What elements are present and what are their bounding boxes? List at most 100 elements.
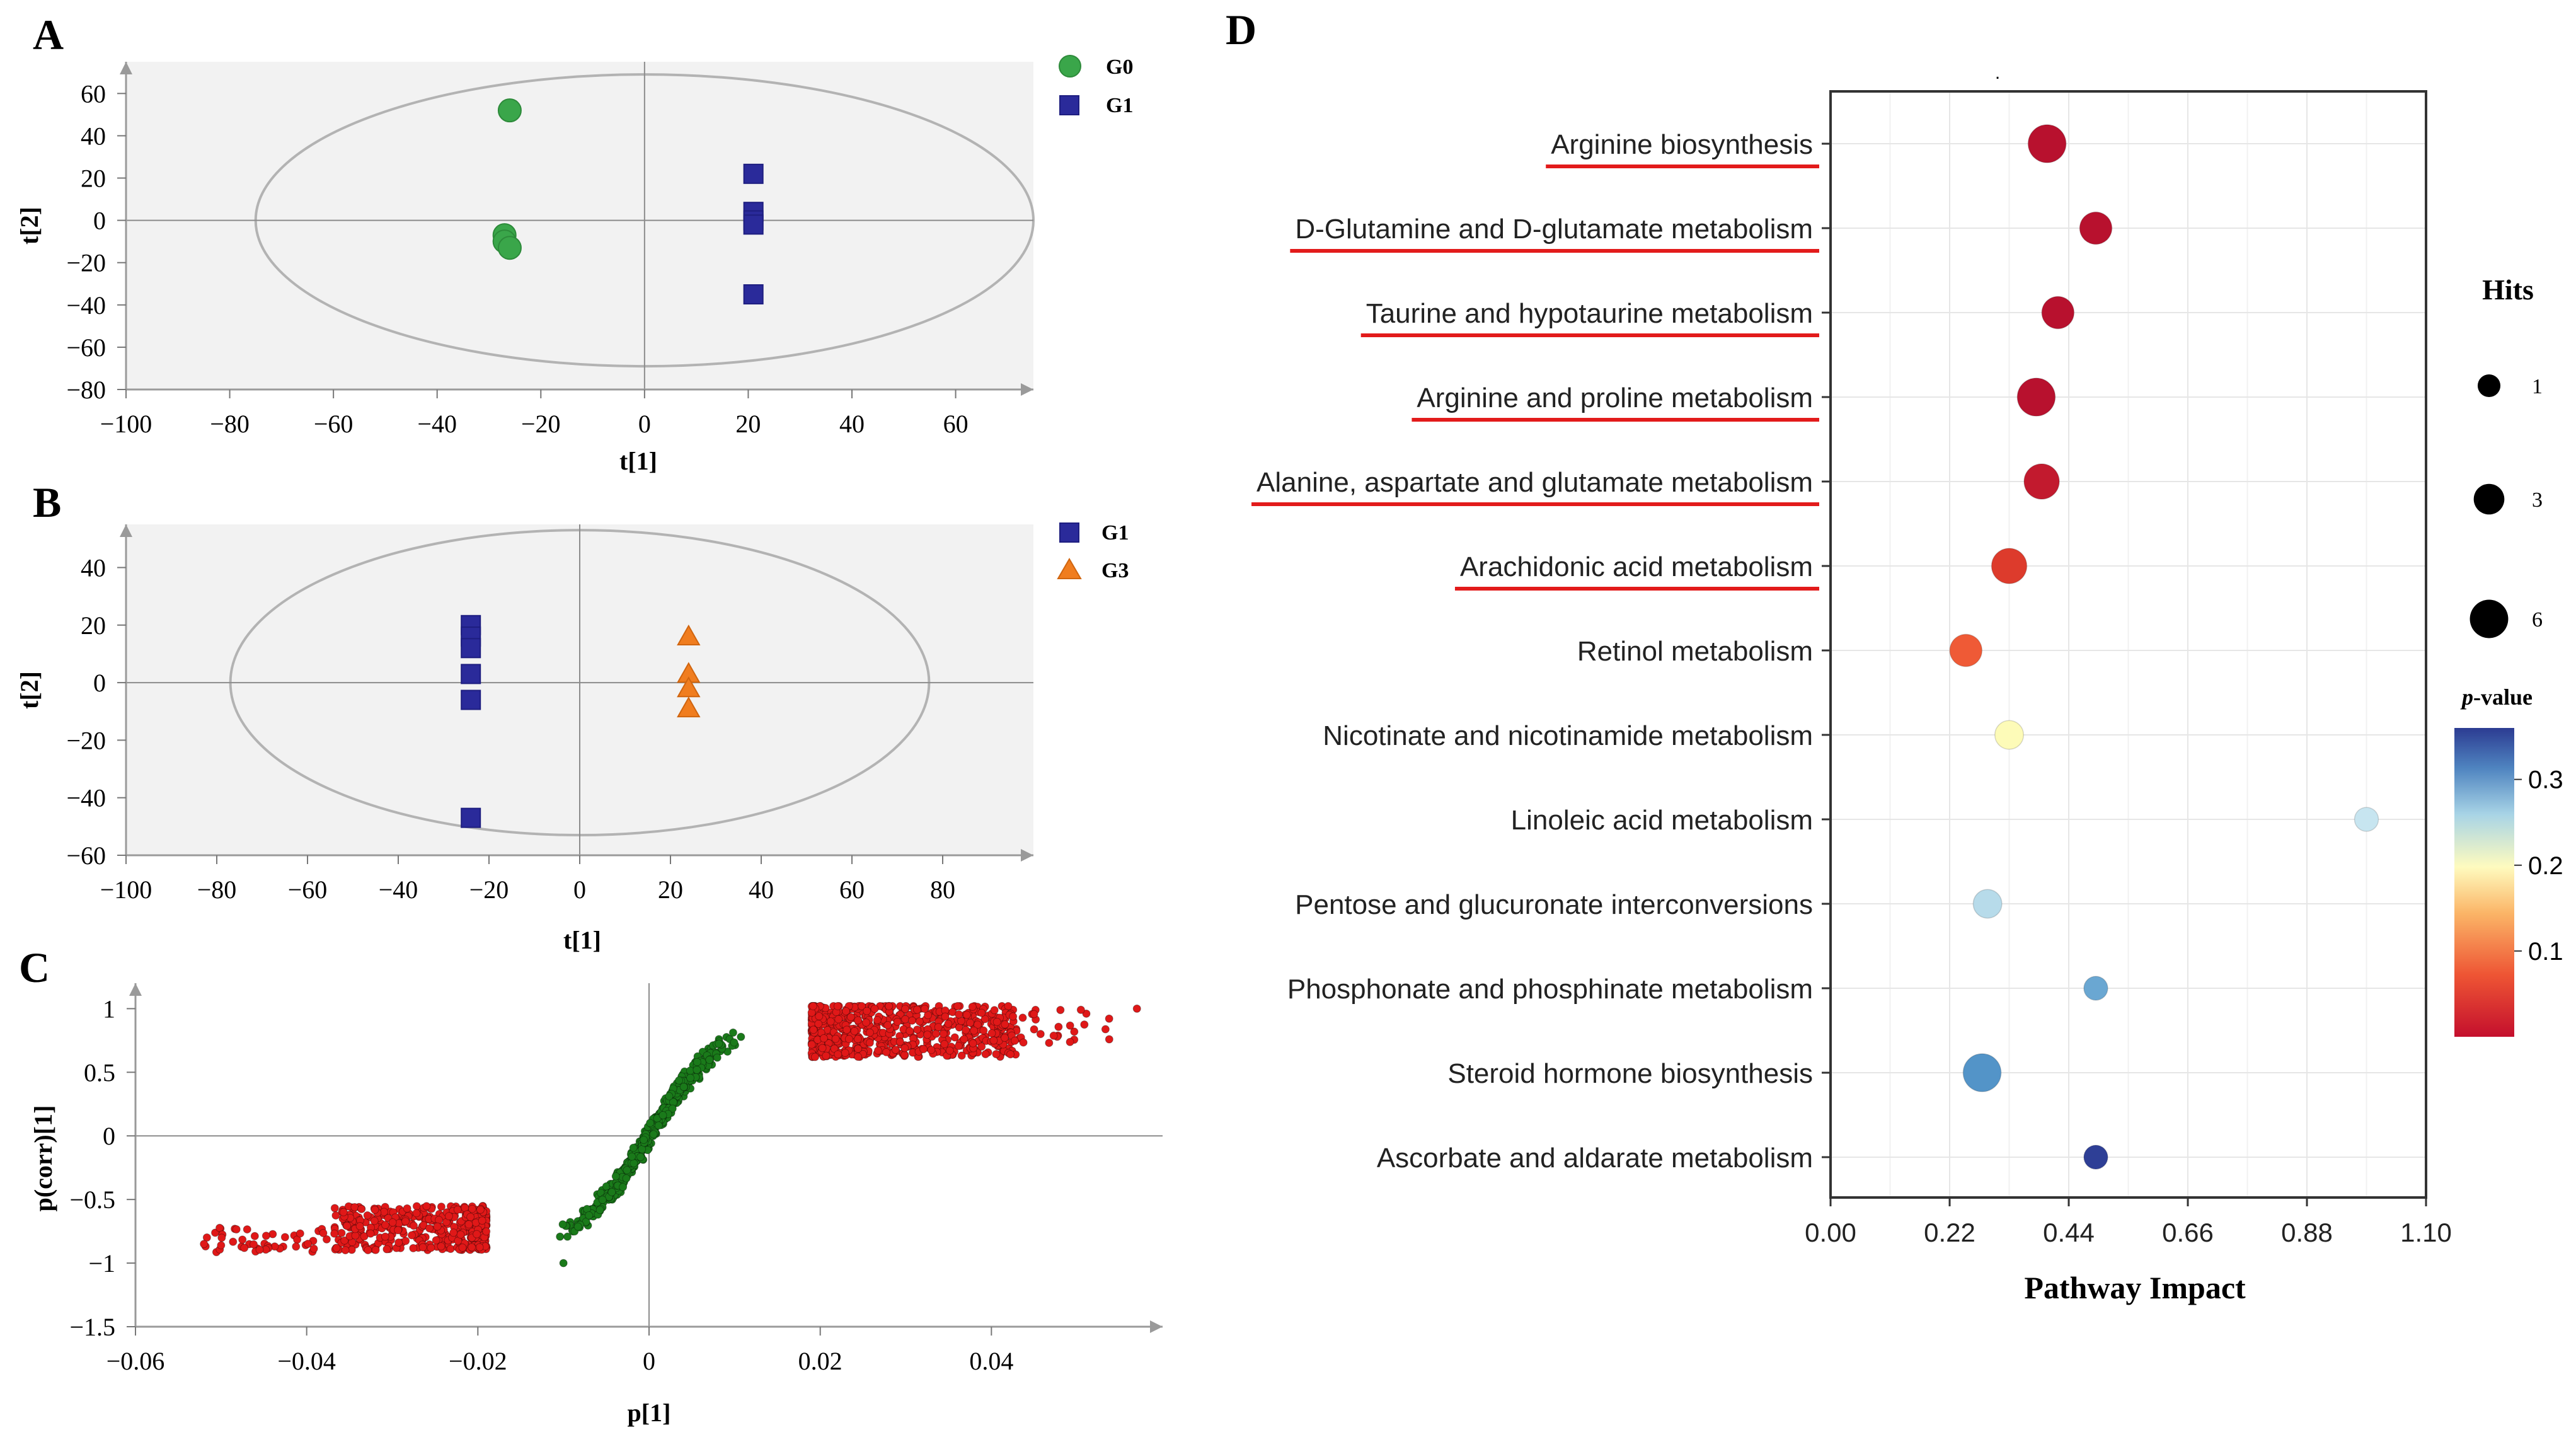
panel-label-c: C <box>19 944 50 991</box>
splot-point-significant <box>882 1047 891 1056</box>
splot-point-nonsignificant <box>563 1232 572 1241</box>
splot-point-significant <box>379 1208 388 1216</box>
hits-legend-label: 6 <box>2532 608 2543 632</box>
pathway-label: Nicotinate and nicotinamide metabolism <box>1323 720 1813 751</box>
splot-point-nonsignificant <box>585 1211 594 1220</box>
pvalue-legend-title-rest: -value <box>2473 684 2533 710</box>
panel-a: −100 −80 −60 −40 −20 0 20 40 60 60 40 20 0 −20 −40 −60 −… <box>15 55 1133 475</box>
splot-point-significant <box>818 1044 827 1053</box>
a-xtick-label: 40 <box>839 410 865 438</box>
splot-point-significant <box>973 1020 982 1029</box>
pvalue-tick-label: 0.3 <box>2528 766 2563 794</box>
panel-c-y-arrow <box>129 983 142 996</box>
b-xtick-label: −20 <box>469 875 509 904</box>
splot-point-significant <box>216 1223 224 1232</box>
splot-point-significant <box>381 1232 389 1241</box>
splot-point-significant <box>403 1204 411 1213</box>
splot-point-nonsignificant <box>705 1056 714 1065</box>
splot-point-significant <box>425 1224 434 1233</box>
panel-c-x-arrow <box>1150 1320 1163 1333</box>
splot-point-significant <box>1019 1038 1028 1047</box>
splot-point-significant <box>954 1042 963 1051</box>
splot-point-nonsignificant <box>686 1073 695 1082</box>
splot-point-nonsignificant <box>686 1066 694 1075</box>
a-ytick-label: 20 <box>81 164 106 193</box>
splot-point-significant <box>950 1033 959 1042</box>
splot-point-significant <box>1036 1030 1045 1039</box>
splot-point-nonsignificant <box>668 1104 677 1113</box>
splot-point-nonsignificant <box>649 1130 658 1139</box>
splot-point-significant <box>1132 1004 1141 1013</box>
a-xtick-label: 20 <box>735 410 761 438</box>
splot-point-significant <box>249 1240 258 1249</box>
splot-point-significant <box>831 1034 840 1043</box>
hits-legend-dot <box>2473 483 2505 515</box>
splot-point-significant <box>238 1235 247 1244</box>
pathway-label: Phosphonate and phosphinate metabolism <box>1287 974 1813 1005</box>
splot-point-significant <box>815 1012 824 1020</box>
splot-point-significant <box>250 1232 259 1240</box>
pathway-bubble <box>1991 548 2028 584</box>
legend-label-g1: G1 <box>1106 94 1133 117</box>
splot-point-significant <box>895 1037 904 1046</box>
point-g3 <box>677 625 701 646</box>
splot-point-significant <box>841 1007 850 1015</box>
splot-point-significant <box>900 1044 909 1053</box>
splot-point-significant <box>410 1221 418 1230</box>
a-xtick-label: 60 <box>943 410 969 438</box>
splot-point-significant <box>862 1018 871 1027</box>
splot-point-significant <box>1105 1014 1113 1023</box>
d-xtick-label: 0.22 <box>1924 1218 1975 1247</box>
splot-point-significant <box>1101 1025 1110 1034</box>
splot-point-significant <box>969 1039 977 1047</box>
splot-point-nonsignificant <box>693 1058 701 1066</box>
point-g0 <box>497 98 522 123</box>
pathway-bubble <box>1972 889 2003 919</box>
splot-point-significant <box>468 1243 476 1252</box>
splot-point-nonsignificant <box>595 1206 604 1215</box>
legend-marker-g1-b <box>1059 522 1079 543</box>
c-xtick-label: −0.04 <box>277 1347 336 1375</box>
splot-point-significant <box>883 1021 892 1030</box>
splot-point-nonsignificant <box>611 1172 620 1180</box>
splot-point-significant <box>366 1229 375 1238</box>
c-xtick-label: 0 <box>643 1347 655 1375</box>
pathway-label: Taurine and hypotaurine metabolism <box>1366 298 1813 329</box>
splot-point-significant <box>357 1204 366 1213</box>
splot-point-significant <box>394 1226 403 1235</box>
d-xtick-label: 1.10 <box>2400 1218 2452 1247</box>
panel-c: −0.06 −0.04 −0.02 0 0.02 0.0410.50−0.5−1−1.5 … <box>29 983 1163 1427</box>
b-ytick-label: −40 <box>66 784 106 812</box>
splot-point-significant <box>456 1230 465 1239</box>
splot-point-significant <box>418 1243 427 1252</box>
pathway-bubble <box>2023 463 2060 500</box>
c-ytick-label: 0 <box>103 1122 115 1150</box>
splot-point-significant <box>478 1216 486 1225</box>
splot-point-nonsignificant <box>628 1152 636 1161</box>
panel-label-b: B <box>33 478 61 526</box>
splot-point-nonsignificant <box>665 1092 674 1100</box>
b-xtick-label: −100 <box>100 875 152 904</box>
splot-point-significant <box>865 1039 874 1047</box>
splot-point-significant <box>814 1020 823 1029</box>
splot-point-significant <box>401 1237 410 1245</box>
splot-point-significant <box>1004 1001 1013 1010</box>
splot-point-significant <box>819 1034 828 1042</box>
splot-point-significant <box>989 1036 998 1045</box>
d-xtick-label: 0.66 <box>2162 1218 2214 1247</box>
splot-point-significant <box>1066 1037 1074 1046</box>
splot-point-nonsignificant <box>654 1121 663 1130</box>
pathway-label: Arginine biosynthesis <box>1551 129 1813 160</box>
splot-point-significant <box>924 1011 933 1020</box>
splot-point-significant <box>217 1233 226 1242</box>
splot-point-significant <box>893 1017 902 1026</box>
splot-point-significant <box>382 1245 391 1254</box>
splot-point-nonsignificant <box>658 1111 667 1119</box>
splot-point-significant <box>437 1242 446 1250</box>
a-ytick-label: −60 <box>66 333 106 362</box>
splot-point-nonsignificant <box>728 1028 737 1037</box>
splot-point-significant <box>337 1228 346 1237</box>
splot-point-significant <box>853 1034 862 1043</box>
point-g1 <box>743 163 764 184</box>
splot-point-significant <box>1000 1034 1009 1042</box>
